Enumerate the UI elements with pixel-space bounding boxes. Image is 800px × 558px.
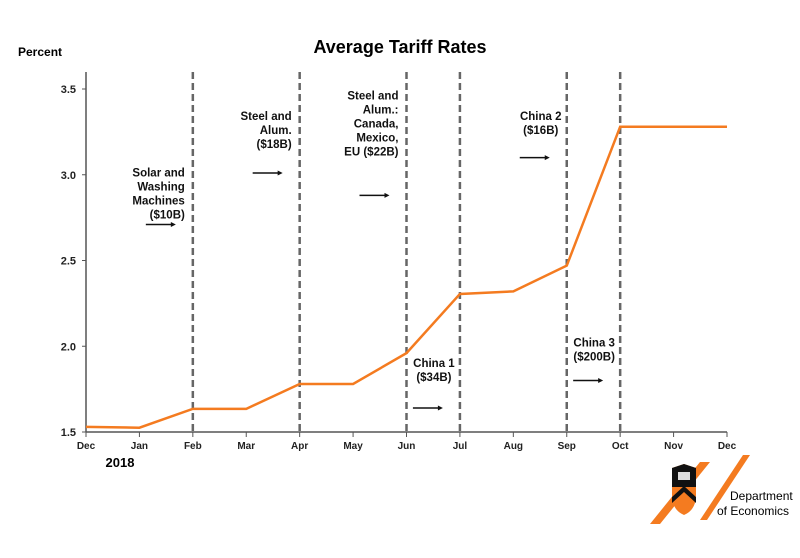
x-tick-label: Jan (131, 441, 148, 452)
book-icon (678, 472, 690, 480)
year-label: 2018 (106, 455, 135, 470)
annotation-text: ($200B) (573, 351, 615, 363)
annotation-text: ($10B) (150, 209, 185, 221)
x-tick-label: Dec (718, 441, 737, 452)
y-tick-label: 1.5 (61, 427, 76, 439)
annotation-text: Washing (137, 181, 185, 193)
arrow-head-icon (437, 405, 443, 411)
x-tick-label: Dec (77, 441, 96, 452)
x-tick-label: Nov (664, 441, 683, 452)
annotation-text: Alum.: (363, 104, 399, 116)
shield-chevron-icon (672, 486, 696, 503)
arrow-head-icon (170, 221, 176, 227)
annotation-text: Steel and (347, 90, 398, 102)
arrow-head-icon (277, 170, 283, 176)
arrow-head-icon (544, 155, 550, 161)
annotation-text: Solar and (132, 167, 184, 179)
plot-area: 1.5 2.0 2.5 3.0 3.5 Dec Jan Feb Mar Apr May Jun Jul A… (61, 72, 737, 452)
annotation-text: China 1 (413, 358, 455, 370)
annotation-text: EU ($22B) (344, 146, 398, 158)
y-tick-label: 2.5 (61, 256, 76, 268)
y-tick-label: 3.0 (61, 170, 76, 182)
x-tick-label: Sep (558, 441, 576, 452)
annotation-text: ($34B) (416, 372, 451, 384)
arrow-head-icon (598, 378, 604, 384)
arrow-head-icon (384, 192, 390, 198)
y-tick-label: 3.5 (61, 84, 76, 96)
x-tick-label: Mar (237, 441, 255, 452)
annotation-text: Steel and (241, 111, 292, 123)
annotation-text: ($18B) (257, 139, 292, 151)
x-tick-label: Feb (184, 441, 202, 452)
annotation-text: China 2 (520, 111, 562, 123)
annotation-text: Mexico, (356, 132, 398, 144)
annotation-text: Machines (132, 195, 184, 207)
princeton-economics-logo: Department of Economics (650, 455, 793, 524)
annotation-text: ($16B) (523, 125, 558, 137)
x-tick-label: Oct (612, 441, 629, 452)
annotation-text: China 3 (573, 337, 615, 349)
y-tick-label: 2.0 (61, 341, 76, 353)
y-axis-label: Percent (18, 45, 62, 59)
annotation-text: Canada, (354, 118, 399, 130)
x-tick-label: Apr (291, 441, 308, 452)
annotation-text: Alum. (260, 125, 292, 137)
logo-stroke-right (700, 455, 750, 520)
x-tick-label: Aug (504, 441, 523, 452)
x-tick-label: May (343, 441, 363, 452)
chart-title: Average Tariff Rates (313, 37, 486, 57)
logo-text-line2: of Economics (717, 504, 789, 518)
x-tick-label: Jul (453, 441, 468, 452)
logo-text-line1: Department (730, 489, 793, 503)
x-tick-label: Jun (398, 441, 416, 452)
